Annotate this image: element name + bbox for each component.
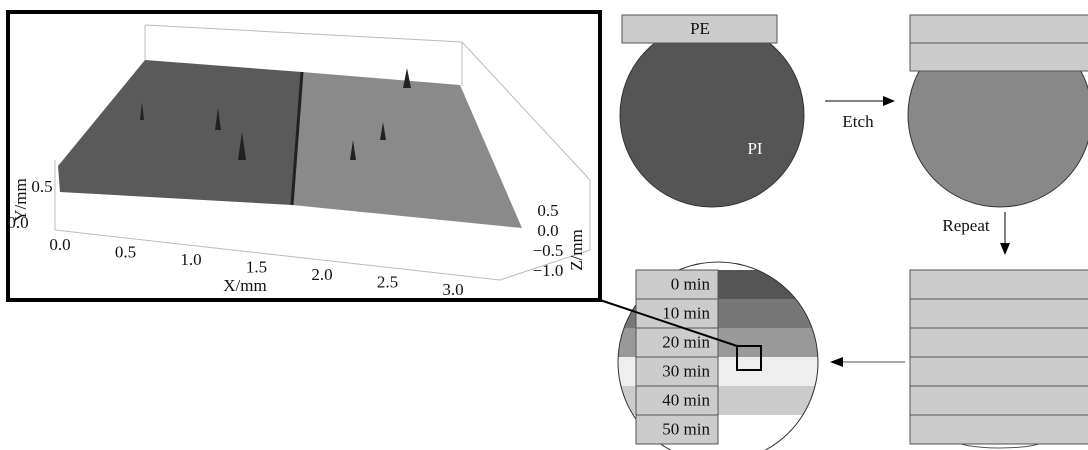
layer-stack (910, 270, 1088, 444)
stack-layer (910, 299, 1088, 328)
stack-layer (910, 415, 1088, 444)
time-label: 10 min (662, 303, 710, 322)
arrow-head (883, 96, 895, 106)
x-tick-label: 0.5 (115, 242, 136, 261)
time-label: 30 min (662, 361, 710, 380)
time-label: 40 min (662, 390, 710, 409)
x-tick-label: 1.5 (246, 257, 267, 276)
etch-label: Etch (842, 112, 874, 131)
z-axis-label: Z/mm (567, 229, 586, 271)
y-tick-label: 0.0 (7, 213, 28, 232)
pi-label: PI (747, 139, 762, 158)
pe-label: PE (690, 19, 710, 38)
time-label: 0 min (671, 274, 711, 293)
z-tick-label: 0.0 (537, 221, 558, 240)
pe-layer (910, 43, 1088, 71)
x-tick-label: 3.0 (442, 280, 463, 299)
stack-layer (910, 270, 1088, 299)
x-tick-label: 2.5 (377, 272, 398, 291)
figure: X/mm Y/mm Z/mm 0.00.51.01.52.02.53.00.00… (0, 0, 1088, 450)
z-tick-label: −0.5 (533, 241, 564, 260)
z-tick-label: 0.5 (537, 201, 558, 220)
x-tick-label: 2.0 (311, 265, 332, 284)
time-label: 50 min (662, 419, 710, 438)
page: {"surface_plot": {"x_axis_label": "X/mm"… (0, 0, 1088, 450)
pi-disk (620, 23, 804, 207)
pe-layer (910, 15, 1088, 43)
stack-layer (910, 386, 1088, 415)
x-axis-label: X/mm (223, 276, 266, 295)
y-tick-label: 0.5 (31, 177, 52, 196)
arrow-head (1000, 243, 1010, 255)
stack-layer (910, 357, 1088, 386)
z-tick-label: −1.0 (533, 261, 564, 280)
x-tick-label: 1.0 (180, 250, 201, 269)
repeat-label: Repeat (942, 216, 989, 235)
stack-layer (910, 328, 1088, 357)
arrow-head (830, 357, 843, 367)
x-tick-label: 0.0 (49, 235, 70, 254)
